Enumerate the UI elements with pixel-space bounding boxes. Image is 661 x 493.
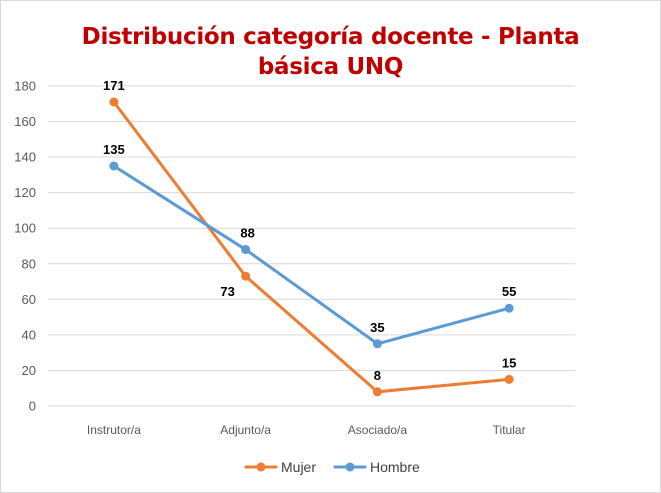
series-group — [109, 97, 514, 397]
data-label-hombre-0: 135 — [103, 142, 125, 157]
y-tick-label-60: 60 — [22, 292, 36, 307]
y-axis: 0 20 40 60 80 100 120 140 160 180 — [14, 79, 36, 414]
chart-title-line-2: básica UNQ — [257, 54, 404, 80]
point-hombre-0 — [109, 161, 119, 171]
point-mujer-2 — [372, 387, 382, 397]
point-mujer-3 — [504, 374, 514, 384]
data-label-mujer-3: 15 — [502, 355, 516, 370]
y-tick-label-120: 120 — [14, 185, 36, 200]
y-tick-label-140: 140 — [14, 150, 36, 165]
gridlines — [48, 85, 575, 407]
series-line-mujer — [112, 100, 511, 394]
data-label-mujer-2: 8 — [374, 368, 381, 383]
y-tick-label-100: 100 — [14, 221, 36, 236]
y-tick-label-20: 20 — [22, 363, 36, 378]
series-line-hombre — [112, 164, 511, 346]
chart-title: Distribución categoría docente - Planta … — [0, 22, 661, 82]
y-tick-label-160: 160 — [14, 114, 36, 129]
point-hombre-1 — [241, 245, 251, 255]
legend-label-mujer: Mujer — [281, 459, 316, 475]
legend-marker-hombre — [345, 462, 355, 472]
point-mujer-1 — [241, 271, 251, 281]
y-tick-label-80: 80 — [22, 256, 36, 271]
chart-title-line-1: Distribución categoría docente - Planta — [81, 24, 580, 50]
legend-marker-mujer — [256, 462, 266, 472]
x-tick-label-1: Adjunto/a — [220, 423, 271, 437]
x-axis: Instrutor/a Adjunto/a Asociado/a Titular — [87, 423, 526, 437]
data-label-hombre-3: 55 — [502, 284, 516, 299]
data-labels: 171 73 8 15 135 88 35 55 — [103, 78, 516, 383]
data-label-hombre-2: 35 — [370, 320, 384, 335]
x-tick-label-3: Titular — [493, 423, 526, 437]
y-tick-label-180: 180 — [14, 79, 36, 94]
point-hombre-2 — [372, 339, 382, 349]
data-label-mujer-1: 73 — [220, 284, 234, 299]
y-tick-label-0: 0 — [29, 399, 36, 414]
data-label-hombre-1: 88 — [240, 226, 254, 241]
y-tick-label-40: 40 — [22, 327, 36, 342]
legend: Mujer Hombre — [244, 459, 420, 475]
point-hombre-3 — [504, 303, 514, 313]
x-tick-label-0: Instrutor/a — [87, 423, 141, 437]
legend-label-hombre: Hombre — [370, 459, 420, 475]
data-label-mujer-0: 171 — [103, 78, 125, 93]
point-mujer-0 — [109, 97, 119, 107]
x-tick-label-2: Asociado/a — [348, 423, 408, 437]
